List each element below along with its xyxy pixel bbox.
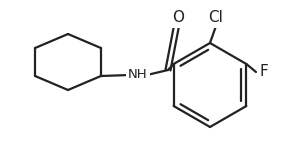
Text: NH: NH: [128, 69, 148, 82]
Text: O: O: [172, 11, 184, 25]
Text: Cl: Cl: [209, 11, 223, 25]
Text: F: F: [259, 65, 268, 79]
